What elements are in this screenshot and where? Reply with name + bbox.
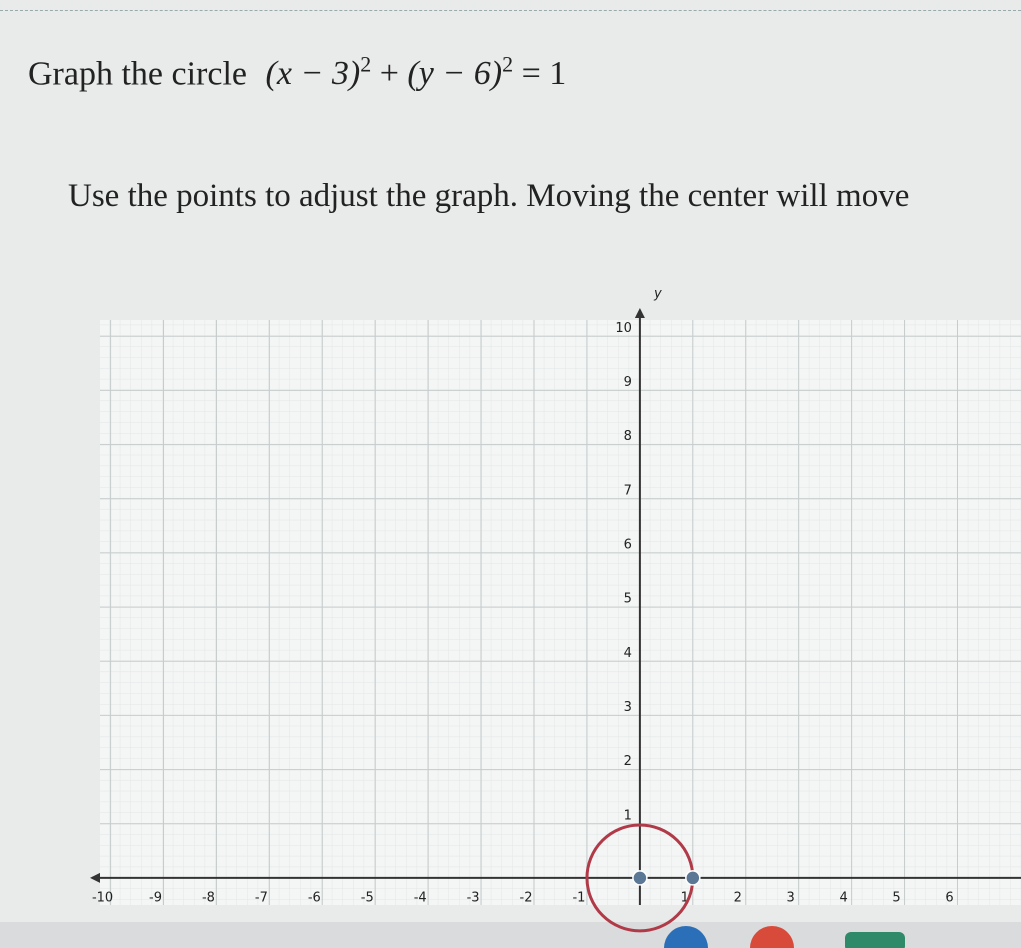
- minor-grid: [100, 320, 1021, 905]
- y-tick-label: 9: [624, 375, 632, 390]
- prompt-lead: Graph the circle: [28, 55, 247, 93]
- y-tick-label: 1: [624, 808, 632, 823]
- x-tick-label: -6: [308, 890, 321, 905]
- edge-point[interactable]: [685, 870, 701, 886]
- eq-term: (x − 3): [265, 55, 361, 93]
- x-tick-label: -8: [202, 890, 215, 905]
- divider: [0, 10, 1021, 11]
- x-tick-label: -7: [255, 890, 268, 905]
- x-tick-label: -1: [572, 890, 585, 905]
- y-axis-arrow: [634, 308, 645, 318]
- instruction: Use the points to adjust the graph. Movi…: [68, 178, 910, 214]
- eq-plus: +: [379, 55, 399, 93]
- taskbar-icon: [664, 926, 708, 948]
- taskbar-icon: [750, 926, 794, 948]
- y-tick-label: 4: [624, 646, 632, 661]
- center-point[interactable]: [632, 870, 648, 886]
- x-tick-label: 3: [787, 890, 795, 905]
- x-tick-label: -5: [361, 890, 374, 905]
- eq-rhs: = 1: [521, 55, 567, 93]
- x-tick-label: -2: [520, 890, 533, 905]
- x-tick-label: 6: [945, 890, 953, 905]
- y-tick-label: 6: [624, 537, 632, 552]
- y-tick-label: 5: [624, 592, 632, 607]
- y-tick-label: 2: [624, 754, 632, 769]
- eq-power: 2: [360, 52, 372, 77]
- x-tick-label: -3: [467, 890, 480, 905]
- x-tick-label: 1: [681, 890, 689, 905]
- x-tick-label: -10: [92, 890, 113, 905]
- y-axis-label: y: [653, 287, 662, 302]
- y-tick-label: 8: [624, 429, 632, 444]
- x-axis-arrow: [90, 872, 100, 883]
- x-tick-label: -4: [414, 890, 427, 905]
- taskbar-icon: [845, 932, 905, 948]
- y-tick-label: 10: [615, 321, 632, 336]
- y-tick-label: 3: [624, 700, 632, 715]
- x-tick-label: 5: [892, 890, 900, 905]
- x-tick-label: 4: [839, 890, 847, 905]
- eq-term: (y − 6): [407, 55, 503, 93]
- x-tick-label: 2: [734, 890, 742, 905]
- prompt: Graph the circle (x − 3)2 + (y − 6)2 = 1: [28, 52, 566, 93]
- x-tick-label: -9: [149, 890, 162, 905]
- y-tick-label: 7: [624, 483, 632, 498]
- equation: (x − 3)2 + (y − 6)2 = 1: [265, 52, 567, 93]
- eq-power: 2: [502, 52, 514, 77]
